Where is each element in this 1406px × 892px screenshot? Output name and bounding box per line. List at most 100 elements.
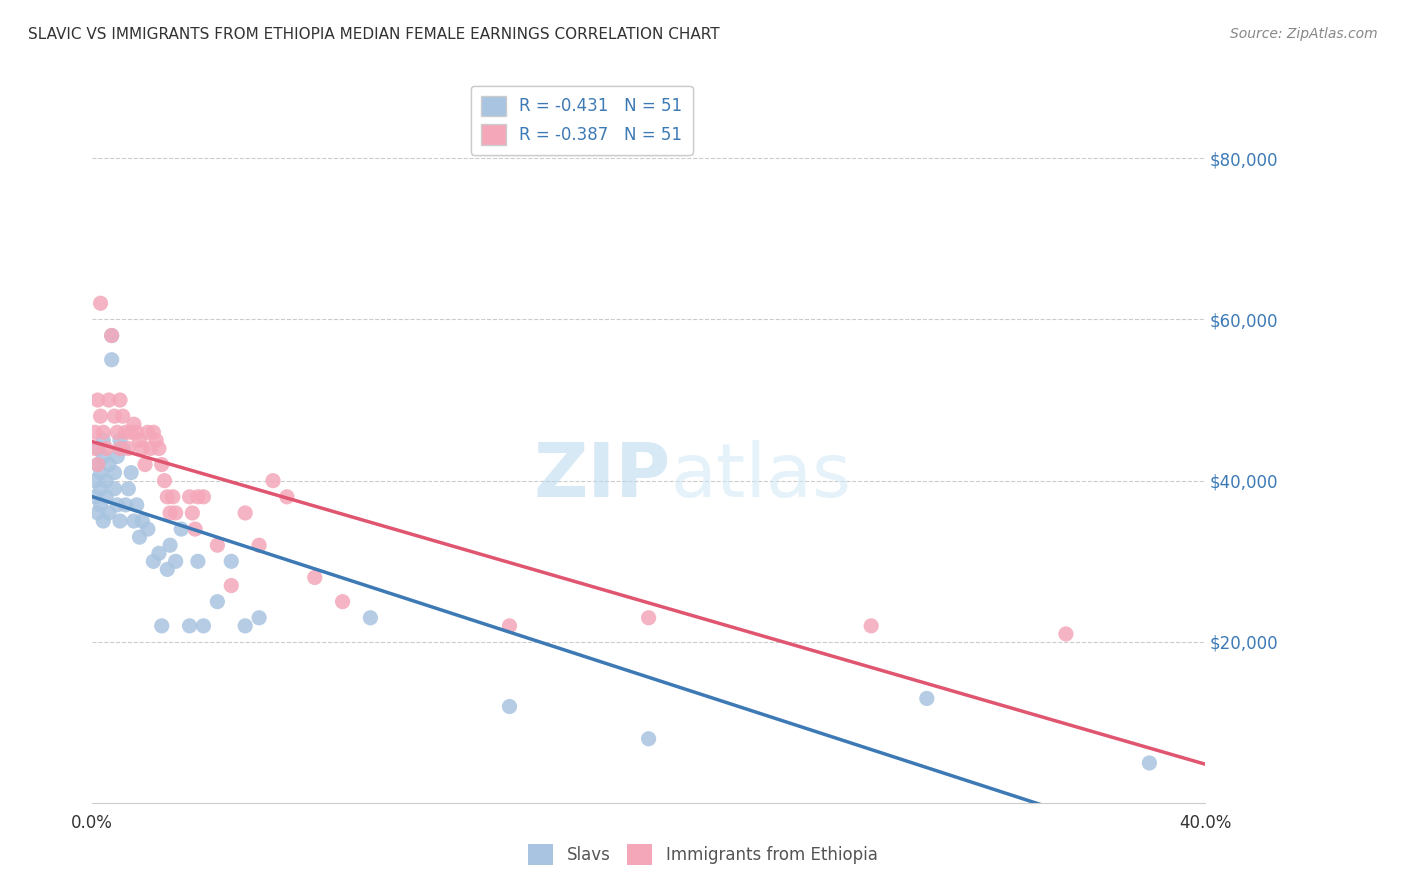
Point	[139, 442, 162, 456]
Point	[637, 611, 659, 625]
Point	[134, 458, 156, 472]
Point	[165, 554, 187, 568]
Point	[84, 490, 107, 504]
Point	[108, 392, 131, 407]
Point	[153, 474, 176, 488]
Point	[156, 562, 179, 576]
Point	[97, 458, 120, 472]
Point	[233, 619, 256, 633]
Point	[128, 434, 150, 448]
Point	[94, 490, 117, 504]
Point	[125, 425, 148, 440]
Point	[332, 595, 354, 609]
Point	[89, 482, 111, 496]
Point	[498, 619, 520, 633]
Point	[148, 442, 170, 456]
Point	[91, 434, 114, 448]
Point	[179, 490, 201, 504]
Point	[117, 482, 139, 496]
Point	[150, 458, 173, 472]
Point	[105, 425, 128, 440]
Point	[233, 506, 256, 520]
Point	[105, 498, 128, 512]
Point	[131, 442, 153, 456]
Point	[94, 442, 117, 456]
Point	[111, 442, 134, 456]
Text: atlas: atlas	[671, 440, 852, 513]
Point	[637, 731, 659, 746]
Point	[100, 328, 122, 343]
Point	[84, 425, 107, 440]
Point	[89, 498, 111, 512]
Legend: Slavs, Immigrants from Ethiopia: Slavs, Immigrants from Ethiopia	[519, 834, 887, 875]
Point	[100, 352, 122, 367]
Point	[114, 425, 136, 440]
Text: SLAVIC VS IMMIGRANTS FROM ETHIOPIA MEDIAN FEMALE EARNINGS CORRELATION CHART: SLAVIC VS IMMIGRANTS FROM ETHIOPIA MEDIA…	[28, 27, 720, 42]
Point	[1137, 756, 1160, 770]
Point	[122, 514, 145, 528]
Point	[142, 554, 165, 568]
Point	[262, 474, 284, 488]
Point	[247, 611, 270, 625]
Point	[187, 490, 209, 504]
Point	[87, 506, 110, 520]
Point	[125, 498, 148, 512]
Point	[193, 619, 215, 633]
Point	[219, 578, 242, 592]
Point	[915, 691, 938, 706]
Point	[145, 434, 167, 448]
Point	[91, 450, 114, 464]
Point	[108, 442, 131, 456]
Point	[103, 409, 125, 424]
Point	[122, 417, 145, 432]
Point	[498, 699, 520, 714]
Point	[91, 425, 114, 440]
Point	[1054, 627, 1077, 641]
Point	[187, 554, 209, 568]
Point	[111, 409, 134, 424]
Point	[159, 538, 181, 552]
Point	[165, 506, 187, 520]
Point	[170, 522, 193, 536]
Point	[128, 530, 150, 544]
Point	[108, 434, 131, 448]
Point	[105, 450, 128, 464]
Point	[219, 554, 242, 568]
Point	[87, 392, 110, 407]
Point	[162, 490, 184, 504]
Point	[114, 498, 136, 512]
Text: Source: ZipAtlas.com: Source: ZipAtlas.com	[1230, 27, 1378, 41]
Point	[136, 522, 159, 536]
Point	[276, 490, 298, 504]
Point	[108, 514, 131, 528]
Point	[179, 619, 201, 633]
Point	[193, 490, 215, 504]
Point	[207, 595, 229, 609]
Point	[94, 474, 117, 488]
Point	[89, 296, 111, 310]
Point	[304, 570, 326, 584]
Point	[120, 425, 142, 440]
Point	[207, 538, 229, 552]
Point	[87, 442, 110, 456]
Point	[131, 514, 153, 528]
Text: ZIP: ZIP	[534, 440, 671, 513]
Point	[97, 506, 120, 520]
Point	[89, 409, 111, 424]
Point	[100, 328, 122, 343]
Legend: R = -0.431   N = 51, R = -0.387   N = 51: R = -0.431 N = 51, R = -0.387 N = 51	[471, 86, 693, 155]
Point	[103, 466, 125, 480]
Point	[247, 538, 270, 552]
Point	[860, 619, 883, 633]
Point	[142, 425, 165, 440]
Point	[89, 466, 111, 480]
Point	[87, 458, 110, 472]
Point	[148, 546, 170, 560]
Point	[97, 392, 120, 407]
Point	[150, 619, 173, 633]
Point	[84, 474, 107, 488]
Point	[91, 514, 114, 528]
Point	[159, 506, 181, 520]
Point	[117, 442, 139, 456]
Point	[359, 611, 381, 625]
